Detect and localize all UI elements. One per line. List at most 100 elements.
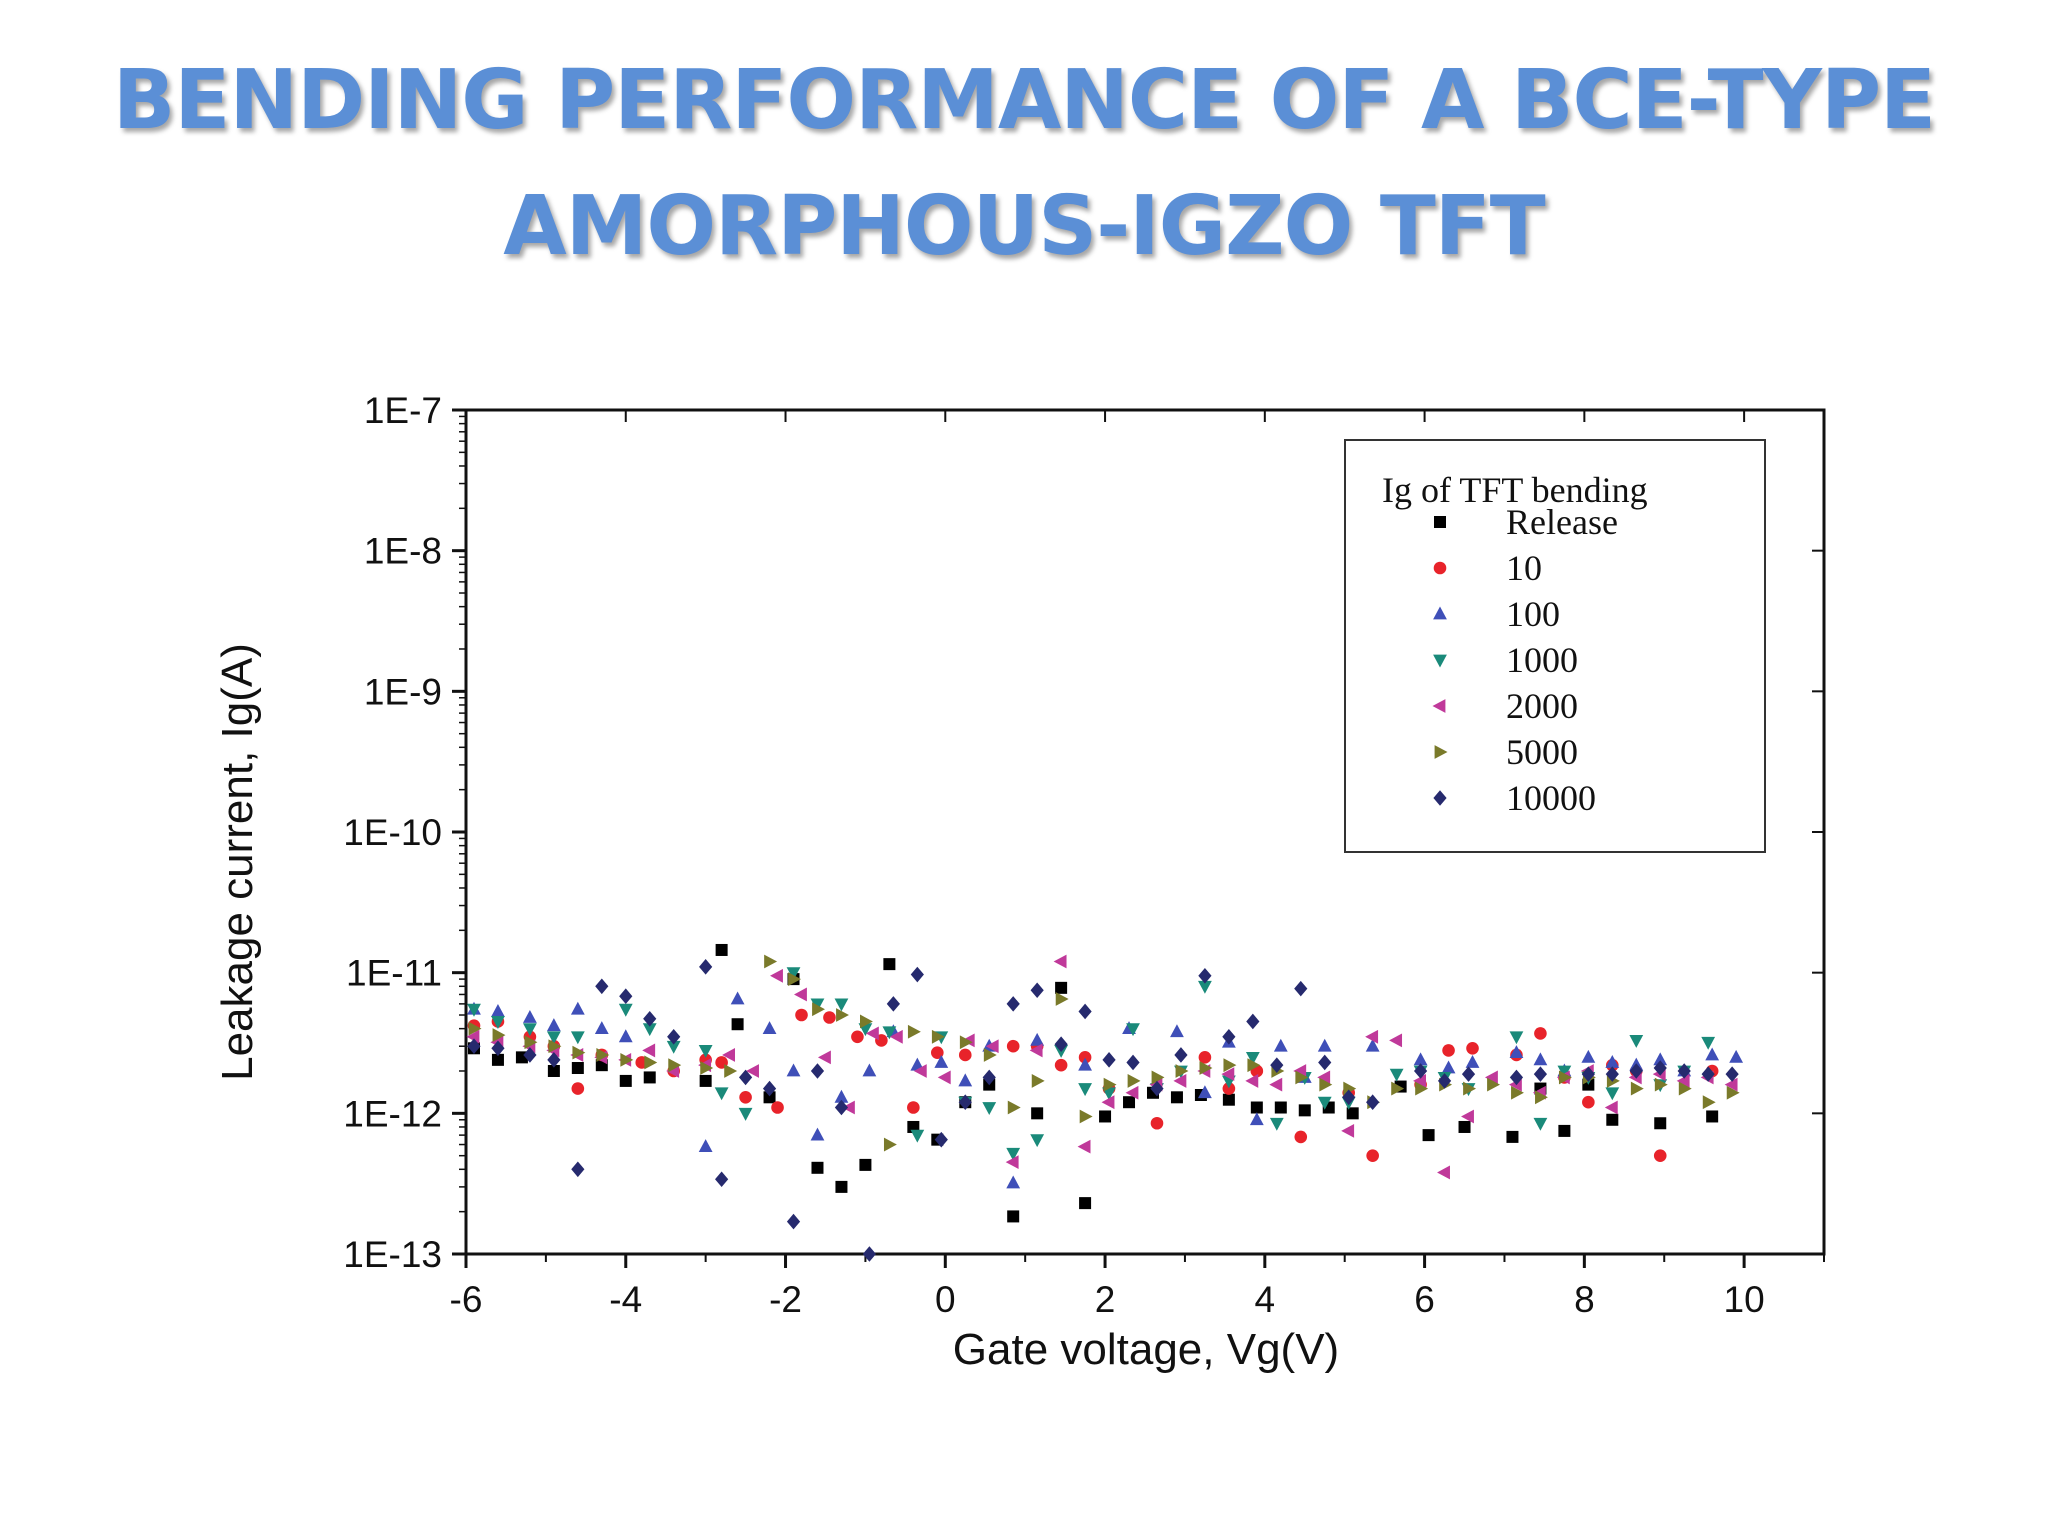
- data-point: [715, 943, 728, 956]
- legend-label: 2000: [1506, 686, 1578, 726]
- data-point: [1605, 1066, 1619, 1082]
- data-point: [570, 1001, 585, 1015]
- legend-box: [1344, 439, 1766, 853]
- data-point: [571, 1062, 584, 1075]
- data-point: [619, 1074, 632, 1087]
- data-point: [618, 1003, 633, 1017]
- data-point: [466, 1029, 480, 1044]
- data-point: [1706, 1110, 1719, 1123]
- series-1000: [467, 967, 1716, 1161]
- data-point: [812, 1002, 825, 1017]
- y-tick-label: 1E-9: [364, 671, 442, 712]
- data-point: [1198, 1085, 1212, 1099]
- data-point: [1199, 1061, 1213, 1075]
- data-point: [468, 1021, 482, 1036]
- data-point: [1533, 1066, 1548, 1082]
- data-point: [983, 1048, 997, 1062]
- data-point: [937, 1070, 951, 1085]
- data-point: [1170, 1024, 1184, 1038]
- data-point: [959, 1035, 973, 1050]
- data-point: [731, 1018, 744, 1031]
- data-point: [1250, 1101, 1263, 1114]
- data-point: [467, 1003, 481, 1017]
- data-point: [834, 1099, 849, 1116]
- data-point: [492, 1028, 506, 1042]
- data-point: [788, 972, 802, 987]
- data-point: [817, 1050, 831, 1065]
- data-point: [491, 1016, 505, 1029]
- slide-title-line-2: AMORPHOUS-IGZO TFT: [503, 179, 1545, 274]
- data-point: [1101, 1095, 1115, 1110]
- data-point: [764, 954, 778, 969]
- data-point: [834, 998, 849, 1012]
- y-tick-label: 1E-12: [343, 1093, 442, 1134]
- data-point: [985, 1039, 999, 1054]
- data-point: [1054, 1036, 1068, 1053]
- data-point: [1509, 1069, 1524, 1086]
- data-point: [1198, 1051, 1212, 1064]
- legend-items: Release 10 100 1000 2000 5000 10000: [1432, 502, 1618, 818]
- data-point: [865, 1026, 879, 1041]
- data-point: [739, 1091, 752, 1104]
- data-point: [1294, 1130, 1308, 1144]
- data-point: [771, 1101, 784, 1114]
- data-point: [1413, 1063, 1428, 1079]
- data-point: [1346, 1107, 1359, 1120]
- data-point: [746, 1064, 759, 1078]
- legend-label: 5000: [1506, 732, 1578, 772]
- data-point: [913, 1064, 927, 1078]
- data-point: [1249, 1112, 1264, 1126]
- data-point: [794, 987, 807, 1002]
- legend-marker: [1433, 606, 1447, 620]
- data-point: [1295, 1070, 1309, 1085]
- data-point: [724, 1064, 738, 1078]
- data-point: [571, 1082, 585, 1095]
- data-point: [982, 1102, 997, 1116]
- x-tick-label: 8: [1574, 1279, 1595, 1320]
- data-point: [1678, 1081, 1692, 1096]
- data-point: [958, 1073, 973, 1087]
- series-10000: [467, 959, 1739, 1262]
- data-point: [1558, 1124, 1571, 1137]
- data-point: [1605, 1087, 1620, 1101]
- data-point: [1582, 1095, 1595, 1109]
- data-point: [1558, 1070, 1572, 1085]
- data-point: [762, 1021, 777, 1035]
- data-point: [1729, 1049, 1744, 1063]
- data-point: [715, 1171, 729, 1188]
- data-point: [1317, 1096, 1332, 1110]
- data-point: [834, 1089, 849, 1103]
- data-point: [763, 1091, 776, 1104]
- data-point: [886, 996, 900, 1012]
- x-tick-label: -2: [769, 1279, 802, 1320]
- data-point: [810, 1063, 825, 1079]
- x-axis: -6 -4 -2 0 2 4 6 8 10: [450, 410, 1825, 1320]
- data-point: [618, 1029, 633, 1043]
- x-tick-label: 6: [1414, 1279, 1435, 1320]
- x-tick-label: 0: [935, 1279, 956, 1320]
- data-point: [642, 1023, 657, 1037]
- data-point: [1007, 1210, 1020, 1223]
- data-point: [1676, 1074, 1690, 1088]
- data-point: [572, 1045, 586, 1060]
- data-point: [1458, 1120, 1471, 1133]
- data-point: [1078, 1057, 1092, 1071]
- data-point: [1653, 1052, 1668, 1066]
- data-point: [1506, 1130, 1519, 1143]
- data-point: [1509, 1031, 1524, 1045]
- data-point: [910, 966, 924, 983]
- data-point: [1535, 1090, 1548, 1105]
- legend-label: 1000: [1506, 640, 1578, 680]
- data-point: [810, 1127, 825, 1141]
- data-point: [1245, 1074, 1259, 1088]
- data-point: [643, 1010, 657, 1027]
- data-point: [1701, 1036, 1716, 1050]
- x-tick-label: 2: [1095, 1279, 1116, 1320]
- data-point: [1341, 1124, 1355, 1138]
- data-point: [1702, 1095, 1716, 1110]
- data-point: [738, 1069, 753, 1086]
- data-point: [1413, 1052, 1428, 1066]
- data-point: [1705, 1047, 1720, 1061]
- data-point: [1005, 1155, 1019, 1170]
- data-point: [1077, 1139, 1091, 1154]
